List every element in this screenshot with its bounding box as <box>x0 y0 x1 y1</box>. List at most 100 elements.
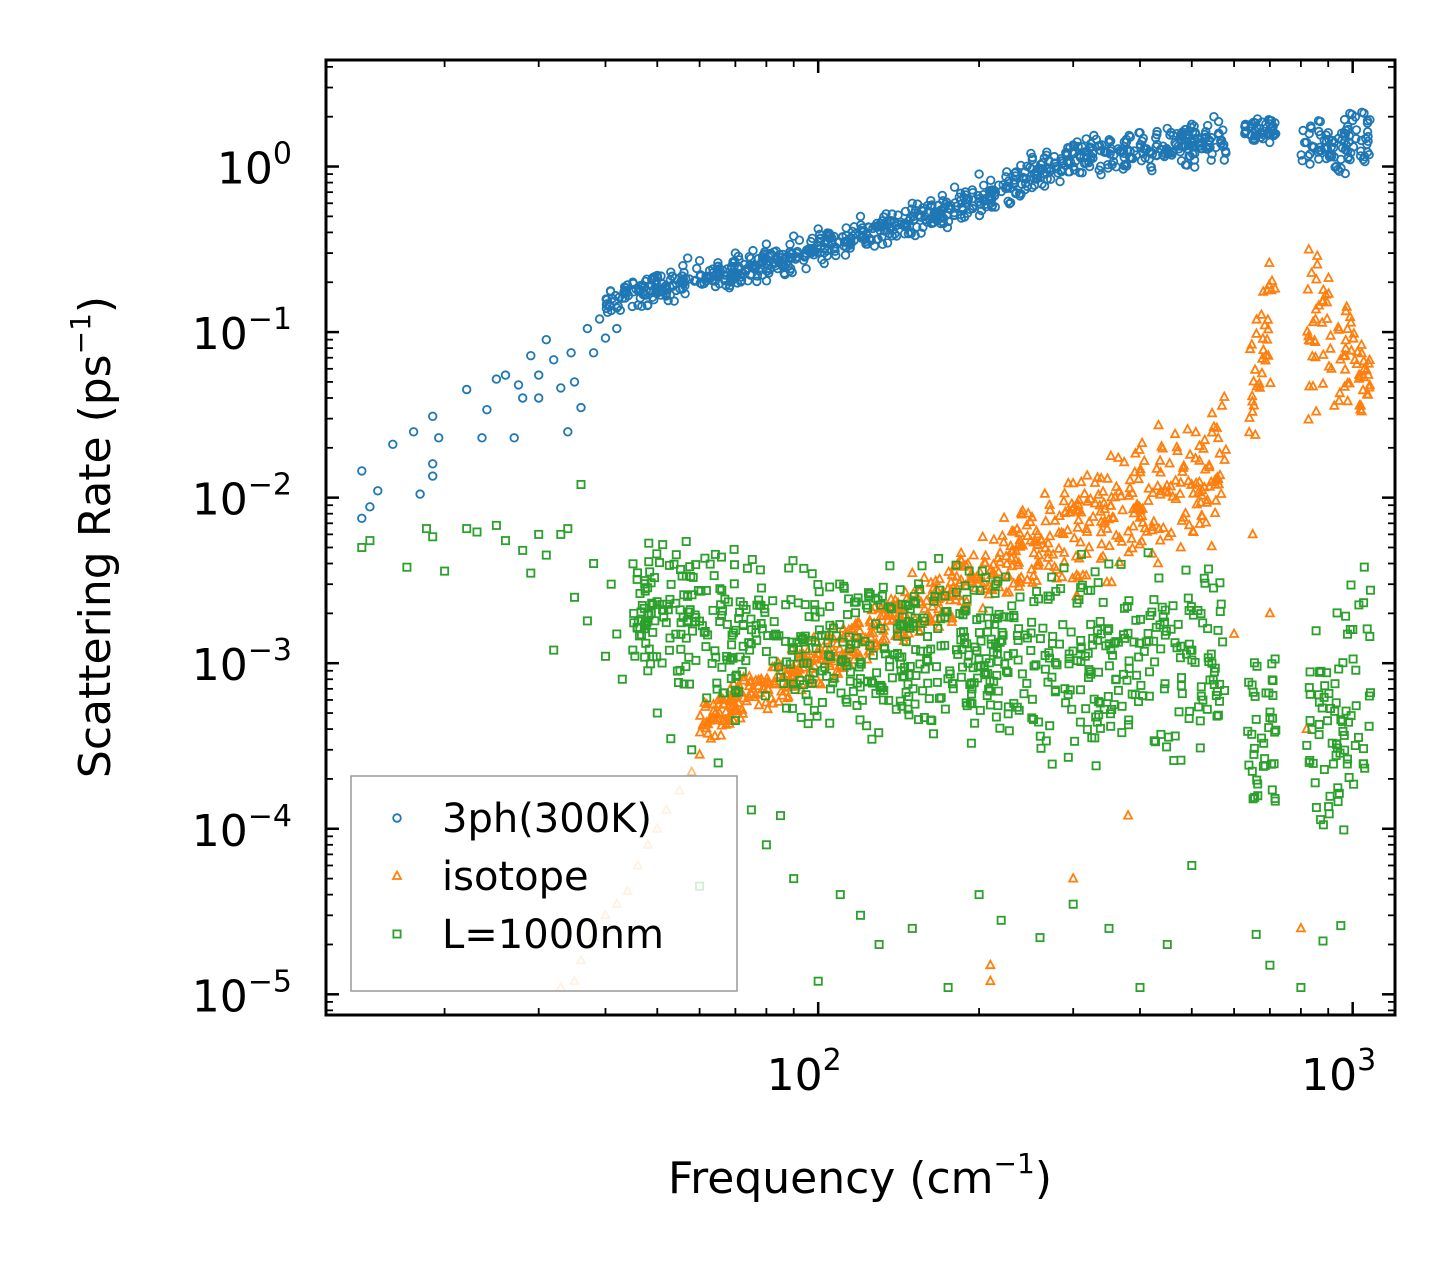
data-point <box>730 248 741 258</box>
data-point <box>509 433 519 443</box>
data-point <box>1359 759 1369 769</box>
data-point <box>897 612 907 622</box>
data-point <box>605 286 616 296</box>
data-point <box>1212 431 1224 443</box>
data-point <box>1257 733 1267 743</box>
data-point <box>862 721 872 731</box>
data-point <box>1228 627 1240 638</box>
data-point <box>992 649 1002 659</box>
data-point <box>1249 743 1259 753</box>
data-point <box>840 250 851 260</box>
data-point <box>1095 617 1105 627</box>
data-point <box>872 668 882 678</box>
data-point <box>633 616 643 626</box>
data-point <box>805 662 817 673</box>
y-tick-label: 10−2 <box>192 468 292 526</box>
data-point <box>1338 727 1348 737</box>
data-point <box>1253 779 1263 789</box>
data-point <box>991 712 1001 722</box>
data-point <box>704 713 716 724</box>
data-point <box>836 657 846 667</box>
data-point <box>1052 660 1062 670</box>
data-point <box>841 223 851 233</box>
data-point <box>789 231 799 241</box>
data-point <box>994 555 1006 567</box>
data-point <box>1081 134 1091 144</box>
data-point <box>989 191 1000 201</box>
data-point <box>741 604 751 614</box>
data-point <box>940 591 950 601</box>
data-point <box>1004 726 1014 736</box>
data-point <box>1336 921 1346 931</box>
data-point <box>1123 545 1135 557</box>
data-point <box>1009 613 1019 623</box>
data-point <box>373 486 383 496</box>
data-point <box>1134 511 1146 522</box>
data-point <box>703 273 713 283</box>
data-point <box>1344 773 1354 783</box>
data-point <box>751 628 761 638</box>
data-point <box>1328 759 1338 769</box>
data-point <box>933 602 944 614</box>
data-point <box>1124 596 1134 606</box>
data-point <box>807 233 817 243</box>
plot-area <box>357 107 1376 993</box>
data-point <box>1093 141 1103 151</box>
data-point <box>1251 121 1262 132</box>
data-point <box>855 715 865 725</box>
data-point <box>705 732 717 743</box>
data-point <box>734 614 744 624</box>
data-point <box>969 585 979 595</box>
data-point <box>1133 472 1145 484</box>
data-point <box>776 689 788 700</box>
data-point <box>1260 754 1270 764</box>
data-point <box>582 323 593 334</box>
data-point <box>700 553 710 563</box>
data-point <box>728 628 738 638</box>
data-point <box>1010 168 1020 178</box>
data-point <box>1332 608 1342 618</box>
data-point <box>1075 717 1085 727</box>
data-point <box>896 219 906 230</box>
data-point <box>1134 462 1146 474</box>
series-3 <box>357 479 1376 993</box>
data-point <box>1174 707 1184 717</box>
data-point <box>628 559 638 569</box>
data-point <box>1267 675 1277 685</box>
data-point <box>1135 142 1146 152</box>
data-point <box>1263 256 1275 267</box>
data-point <box>1069 165 1080 175</box>
data-point <box>1091 761 1101 771</box>
data-point <box>887 209 897 219</box>
data-point <box>1019 689 1029 699</box>
data-point <box>825 652 835 662</box>
data-point <box>769 631 779 641</box>
data-point <box>964 575 976 586</box>
data-point <box>905 604 915 614</box>
data-point <box>738 670 749 682</box>
data-point <box>1209 111 1219 122</box>
data-point <box>1073 513 1085 525</box>
data-point <box>1174 487 1186 498</box>
data-point <box>1249 135 1260 145</box>
data-point <box>975 586 985 596</box>
data-point <box>415 489 425 499</box>
data-point <box>1184 639 1194 649</box>
data-point <box>1104 923 1114 933</box>
data-point <box>1064 659 1074 669</box>
data-point <box>1055 176 1065 187</box>
data-point <box>1058 620 1068 630</box>
data-point <box>1209 506 1221 517</box>
data-point <box>814 625 824 635</box>
data-point <box>1022 529 1033 540</box>
data-point <box>1160 679 1170 689</box>
data-point <box>1323 271 1334 282</box>
data-point <box>1177 673 1187 683</box>
data-point <box>744 638 754 648</box>
data-point <box>1316 145 1327 156</box>
data-point <box>1131 615 1141 625</box>
data-point <box>729 579 739 589</box>
data-point <box>977 566 987 576</box>
data-point <box>810 600 820 610</box>
data-point <box>606 579 616 589</box>
